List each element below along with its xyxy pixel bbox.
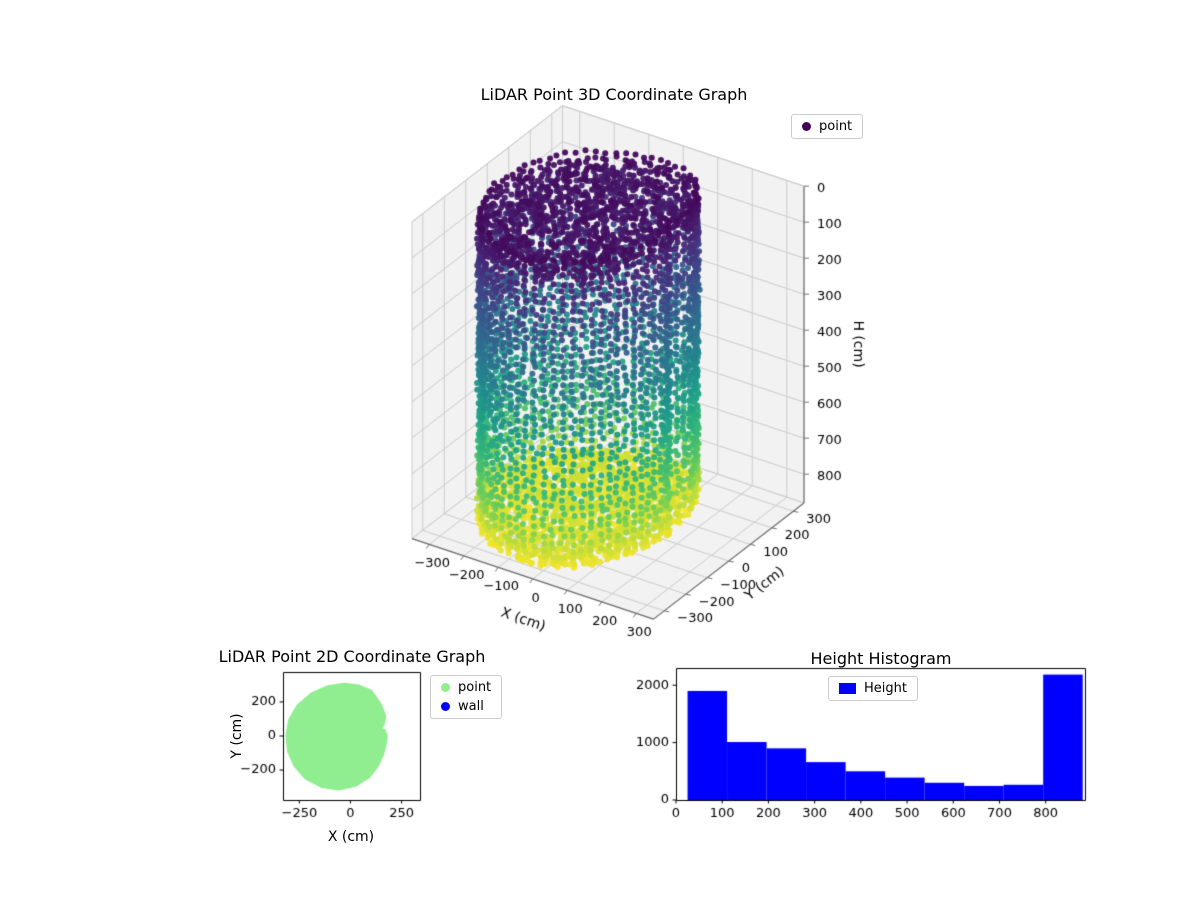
histogram-title: Height Histogram [810,649,952,668]
height-swatch-icon [839,683,856,694]
point-marker-icon [441,683,450,692]
legend-row-wall: wall [441,699,491,714]
plot3d-title: LiDAR Point 3D Coordinate Graph [480,85,748,104]
legend-row-point: point [441,680,491,695]
point-marker-icon [802,122,811,131]
plot2d-legend: point wall [430,675,503,719]
legend-label-point: point [819,119,853,134]
plot3d-legend: point [791,114,864,139]
legend-label-height: Height [864,681,907,696]
legend-label-wall: wall [458,699,484,714]
legend-row-point: point [802,119,852,134]
legend-label-point: point [458,680,492,695]
plot2d-title: LiDAR Point 2D Coordinate Graph [218,647,486,666]
histogram-legend: Height [828,676,918,701]
wall-marker-icon [441,702,450,711]
plot2d-xlabel: X (cm) [327,829,375,845]
legend-row-height: Height [839,681,907,696]
plot2d-ylabel: Y (cm) [229,713,245,759]
